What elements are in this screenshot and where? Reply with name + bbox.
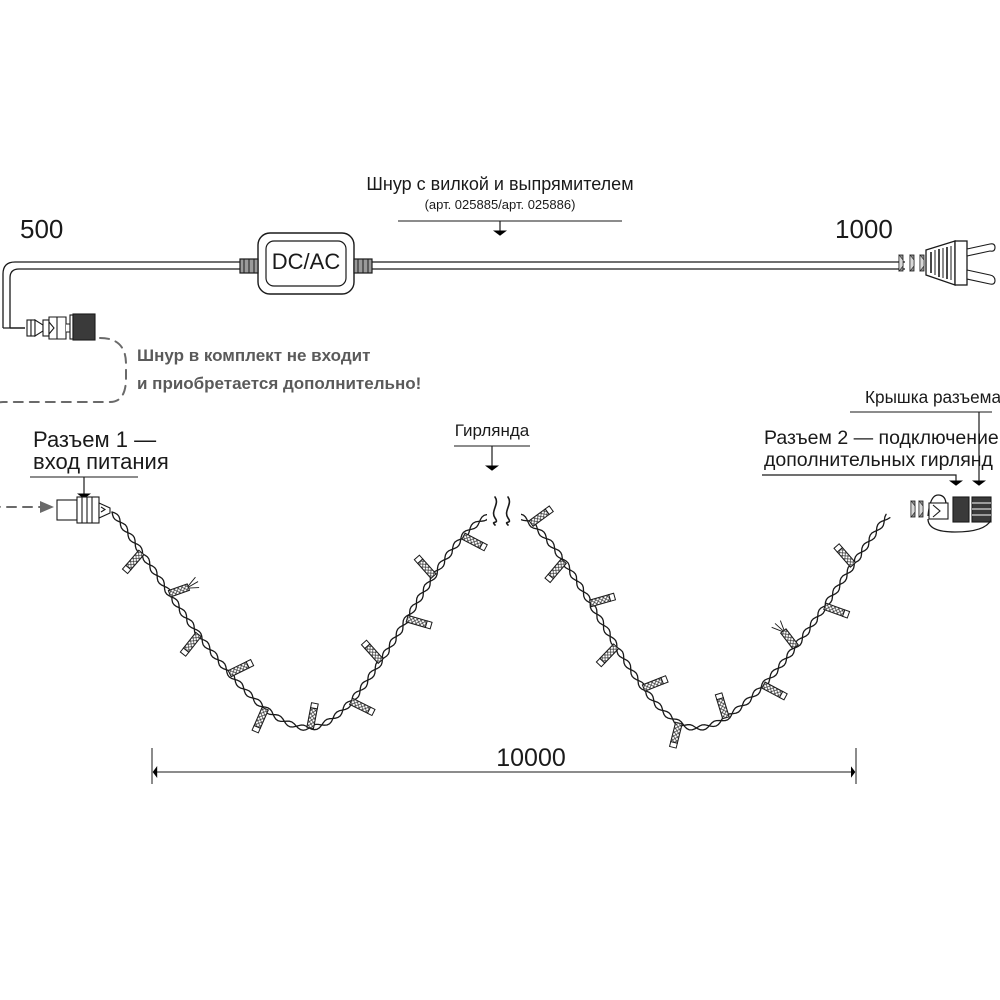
svg-text:DC/AC: DC/AC (272, 249, 341, 274)
svg-text:Крышка разъема: Крышка разъема (865, 387, 1000, 407)
svg-text:500: 500 (20, 214, 63, 244)
svg-text:Шнур с вилкой и выпрямителем: Шнур с вилкой и выпрямителем (366, 174, 633, 194)
svg-text:Разъем 2 — подключение: Разъем 2 — подключение (764, 427, 999, 449)
svg-text:(арт. 025885/арт. 025886): (арт. 025885/арт. 025886) (425, 197, 576, 212)
svg-text:вход питания: вход питания (33, 449, 169, 474)
svg-text:1000: 1000 (835, 214, 893, 244)
svg-text:и приобретается дополнительно!: и приобретается дополнительно! (137, 374, 421, 393)
svg-text:Гирлянда: Гирлянда (455, 421, 530, 440)
svg-text:Шнур в комплект не входит: Шнур в комплект не входит (137, 346, 370, 365)
svg-text:10000: 10000 (496, 744, 566, 772)
svg-text:дополнительных гирлянд: дополнительных гирлянд (764, 449, 994, 471)
